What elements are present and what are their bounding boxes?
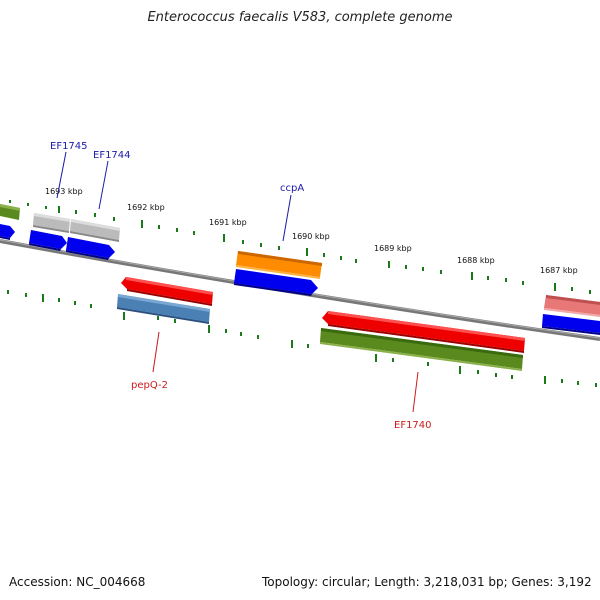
gene-feature-ccpa[interactable] xyxy=(236,251,322,277)
gene-feature-ef1740[interactable] xyxy=(320,328,523,369)
gene-label-ef1744[interactable]: EF1744 xyxy=(93,150,131,161)
tick-label-1687: 1687 kbp xyxy=(540,266,578,275)
gene-cds-ef1740[interactable] xyxy=(322,311,525,351)
gene-cds-right-edge[interactable] xyxy=(542,314,600,333)
tick-label-1691: 1691 kbp xyxy=(209,218,247,227)
gene-labels: EF1745 EF1744 ccpA pepQ-2 EF1740 xyxy=(50,141,432,431)
reverse-genes xyxy=(117,277,525,371)
genome-summary-text: Topology: circular; Length: 3,218,031 bp… xyxy=(262,575,592,589)
genome-title: Enterococcus faecalis V583, complete gen… xyxy=(147,10,453,25)
upper-tick-track xyxy=(9,200,591,294)
tick-label-1693: 1693 kbp xyxy=(45,187,83,196)
gene-label-ccpa[interactable]: ccpA xyxy=(280,183,304,194)
tick-label-1688: 1688 kbp xyxy=(457,256,495,265)
gene-cds-ef1744[interactable] xyxy=(66,237,115,258)
gene-label-pepq2[interactable]: pepQ-2 xyxy=(131,380,168,391)
label-leaders xyxy=(56,151,419,413)
forward-genes xyxy=(0,204,600,335)
tick-labels: 1693 kbp 1692 kbp 1691 kbp 1690 kbp 1689… xyxy=(45,187,578,275)
gene-cds-ccpa[interactable] xyxy=(234,269,318,294)
gene-label-ef1745[interactable]: EF1745 xyxy=(50,141,88,152)
gene-cds-pepq2[interactable] xyxy=(121,277,213,304)
gene-cds-left-edge[interactable] xyxy=(0,224,15,238)
accession-text: Accession: NC_004668 xyxy=(9,575,146,589)
gene-label-ef1740[interactable]: EF1740 xyxy=(394,420,432,431)
tick-label-1689: 1689 kbp xyxy=(374,244,412,253)
gene-feature-pink-right[interactable] xyxy=(544,295,600,315)
tick-label-1692: 1692 kbp xyxy=(127,203,165,212)
gene-cds-ef1745[interactable] xyxy=(29,230,67,249)
lower-tick-track xyxy=(7,290,597,387)
gene-feature-ef1744[interactable] xyxy=(70,219,120,240)
gene-feature-pepq2[interactable] xyxy=(117,294,210,322)
tick-label-1690: 1690 kbp xyxy=(292,232,330,241)
